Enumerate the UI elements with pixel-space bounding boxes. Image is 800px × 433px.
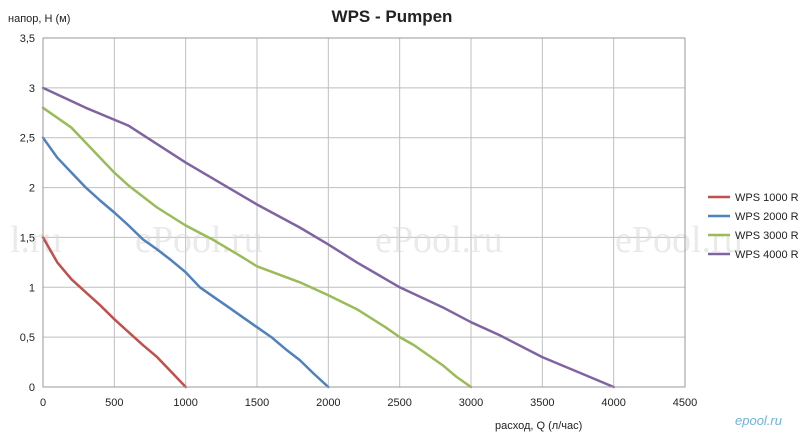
x-tick-label: 2000 [316,397,340,409]
x-axis-label: расход, Q (л/час) [495,420,582,432]
series-line-wps-1000-r [41,236,187,389]
chart-title: WPS - Pumpen [332,7,453,26]
x-tick-label: 3000 [459,397,483,409]
x-tick-label: 500 [105,397,123,409]
y-tick-label: 3 [29,83,35,95]
legend-entry: WPS 1000 R [735,192,799,204]
site-watermark: ePool.ru [375,219,503,261]
x-tick-label: 4500 [673,397,697,409]
series-line-wps-2000-r [41,136,330,389]
legend-entry: WPS 4000 R [735,249,799,261]
legend-entry: WPS 2000 R [735,211,799,223]
x-tick-label: 0 [40,397,46,409]
y-tick-label: 2,5 [20,133,35,145]
corner-logo-watermark: epool.ru [735,413,782,428]
series-layer [41,86,615,389]
grid [42,37,686,388]
plot-area [42,37,686,388]
legend: WPS 1000 R WPS 2000 R WPS 3000 R WPS 4000 R [708,192,799,261]
x-tick-label: 1000 [173,397,197,409]
y-tick-label: 0,5 [20,332,35,344]
y-tick-label: 1 [29,282,35,294]
y-axis-label: напор, H (м) [8,13,70,25]
watermark-layer: l.ru ePool.ru ePool.ru ePool.ru [10,219,743,261]
series-line-wps-4000-r [41,86,615,389]
legend-entry: WPS 3000 R [735,230,799,242]
y-tick-label: 0 [29,382,35,394]
x-tick-label: 4000 [601,397,625,409]
y-tick-label: 1,5 [20,232,35,244]
x-tick-label: 1500 [245,397,269,409]
site-watermark: ePool.ru [135,219,263,261]
y-tick-label: 2 [29,183,35,195]
series-line-wps-3000-r [41,106,473,389]
x-tick-label: 2500 [387,397,411,409]
x-tick-label: 3500 [530,397,554,409]
y-tick-label: 3,5 [20,33,35,45]
axes: 0 500 1000 1500 2000 2500 3000 3500 4000 4500 0 0,5… [20,33,698,409]
